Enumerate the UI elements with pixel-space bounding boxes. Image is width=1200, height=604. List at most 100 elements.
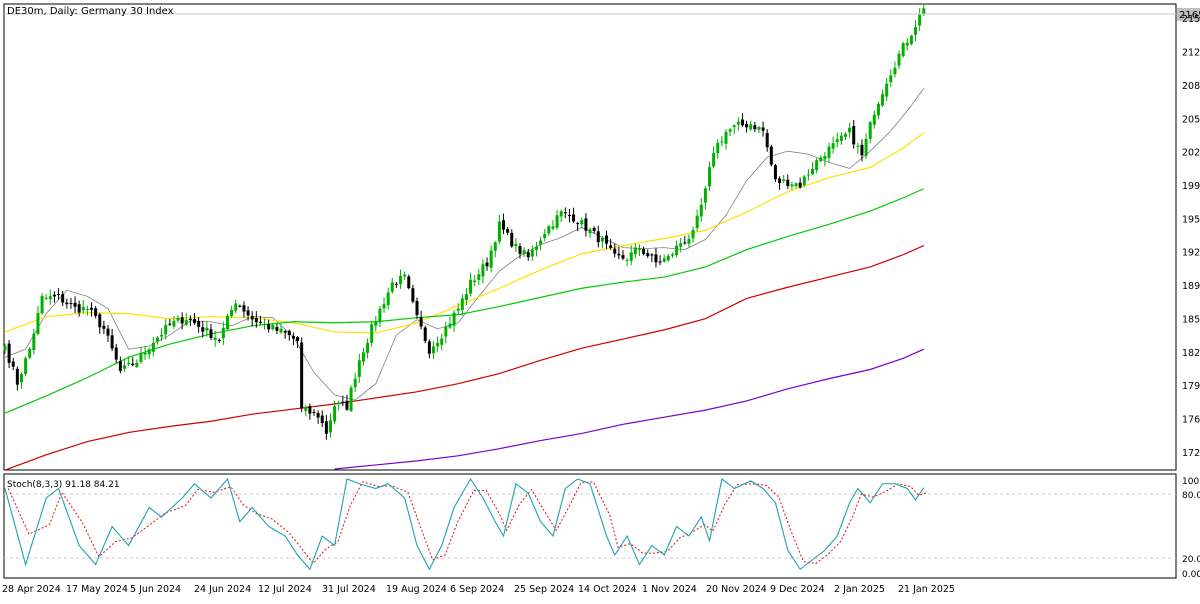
- candle-bull: [699, 204, 703, 217]
- candle-bull: [452, 312, 456, 326]
- candle-bear: [258, 321, 262, 323]
- candle-bear: [411, 288, 415, 302]
- candle-bull: [815, 160, 819, 171]
- candle-bear: [510, 232, 514, 247]
- candle-bear: [11, 361, 15, 367]
- stoch-axis: 100.00 80.00 20.00 0.00: [1182, 477, 1200, 580]
- candle-bull: [559, 211, 563, 217]
- candle-bear: [642, 248, 646, 254]
- moving-averages: [4, 87, 925, 471]
- candle-bull: [366, 342, 370, 353]
- candle-bear: [778, 178, 782, 183]
- price-tick-label: 20568.7: [1182, 114, 1200, 125]
- candle-bear: [860, 144, 864, 156]
- candle-bull: [728, 129, 732, 132]
- current-price-label: 21656.1: [1179, 10, 1200, 21]
- stoch-tick-label: 20.00: [1182, 555, 1200, 565]
- ma-fast-line: [4, 87, 925, 401]
- candle-bull: [139, 353, 143, 362]
- candle-bear: [786, 179, 790, 186]
- candle-bear: [617, 253, 621, 256]
- stoch-tick-label: 100.00: [1182, 477, 1200, 487]
- candle-bull: [901, 43, 905, 57]
- candle-bear: [15, 368, 19, 385]
- candle-bull: [403, 274, 407, 277]
- candle-bull: [337, 402, 341, 405]
- candle-bear: [250, 315, 254, 320]
- candle-bear: [193, 319, 197, 324]
- candle-bull: [918, 14, 922, 26]
- candle-bull: [3, 346, 7, 351]
- candle-bull: [637, 248, 641, 251]
- candle-bull: [164, 324, 168, 335]
- candle-bear: [740, 119, 744, 126]
- candle-bull: [440, 338, 444, 345]
- candle-bull: [213, 337, 217, 340]
- time-tick-label: 1 Nov 2024: [642, 584, 697, 595]
- candle-bull: [633, 247, 637, 255]
- candle-bear: [254, 318, 258, 323]
- candle-bear: [427, 341, 431, 354]
- candle-bull: [547, 226, 551, 234]
- candle-bear: [110, 335, 114, 349]
- candle-bull: [481, 264, 485, 277]
- candle-bull: [522, 250, 526, 255]
- candle-bull: [811, 168, 815, 175]
- candle-bear: [246, 310, 250, 316]
- candle-bull: [448, 323, 452, 328]
- candle-bull: [489, 250, 493, 268]
- candle-bear: [572, 214, 576, 222]
- candle-bull: [172, 320, 176, 327]
- candle-bear: [168, 323, 172, 325]
- time-tick-label: 25 Sep 2024: [514, 584, 574, 595]
- time-axis: 28 Apr 2024 17 May 2024 5 Jun 2024 24 Ju…: [2, 584, 955, 595]
- candle-bull: [36, 313, 40, 334]
- candle-bear: [576, 223, 580, 225]
- candle-bull: [543, 234, 547, 239]
- candle-bear: [621, 255, 625, 259]
- candle-bear: [77, 304, 81, 313]
- candle-bear: [683, 242, 687, 244]
- candle-bull: [675, 245, 679, 255]
- candle-bear: [798, 182, 802, 188]
- candle-bull: [914, 27, 918, 35]
- candle-bear: [394, 283, 398, 285]
- candle-bull: [843, 133, 847, 137]
- candle-bear: [407, 276, 411, 289]
- candle-bull: [399, 275, 403, 285]
- price-tick-label: 19254.7: [1182, 248, 1200, 259]
- candle-bull: [386, 292, 390, 306]
- candle-bull: [514, 243, 518, 247]
- candle-bull: [151, 342, 155, 352]
- candle-bull: [687, 238, 691, 244]
- price-tick-label: 18597.7: [1182, 314, 1200, 325]
- price-tick-label: 18926.2: [1182, 281, 1200, 292]
- candle-bear: [341, 401, 345, 403]
- candle-bull: [85, 308, 89, 310]
- candle-bull: [469, 279, 473, 294]
- candle-bear: [423, 327, 427, 342]
- price-axis: 21554.2 21225.7 20897.2 20568.7 20240.2 …: [1182, 14, 1200, 459]
- candle-bull: [44, 297, 48, 299]
- candle-bear: [197, 321, 201, 327]
- price-tick-label: 19911.7: [1182, 181, 1200, 192]
- candle-bear: [90, 307, 94, 310]
- candle-bull: [868, 122, 872, 139]
- candle-bull: [831, 143, 835, 149]
- candle-bull: [782, 179, 786, 181]
- candle-bull: [794, 183, 798, 187]
- stoch-label: Stoch(8,3,3) 91.18 84.21: [7, 480, 120, 490]
- candle-bull: [716, 142, 720, 154]
- candle-bull: [695, 215, 699, 229]
- candle-bull: [823, 156, 827, 160]
- price-tick-label: 18269.2: [1182, 348, 1200, 359]
- price-tick-label: 17283.7: [1182, 448, 1200, 459]
- candle-bull: [864, 138, 868, 156]
- candle-bull: [555, 215, 559, 228]
- candle-bull: [897, 53, 901, 66]
- time-tick-label: 28 Apr 2024: [2, 584, 61, 595]
- candle-bull: [666, 255, 670, 261]
- time-tick-label: 31 Jul 2024: [322, 584, 376, 595]
